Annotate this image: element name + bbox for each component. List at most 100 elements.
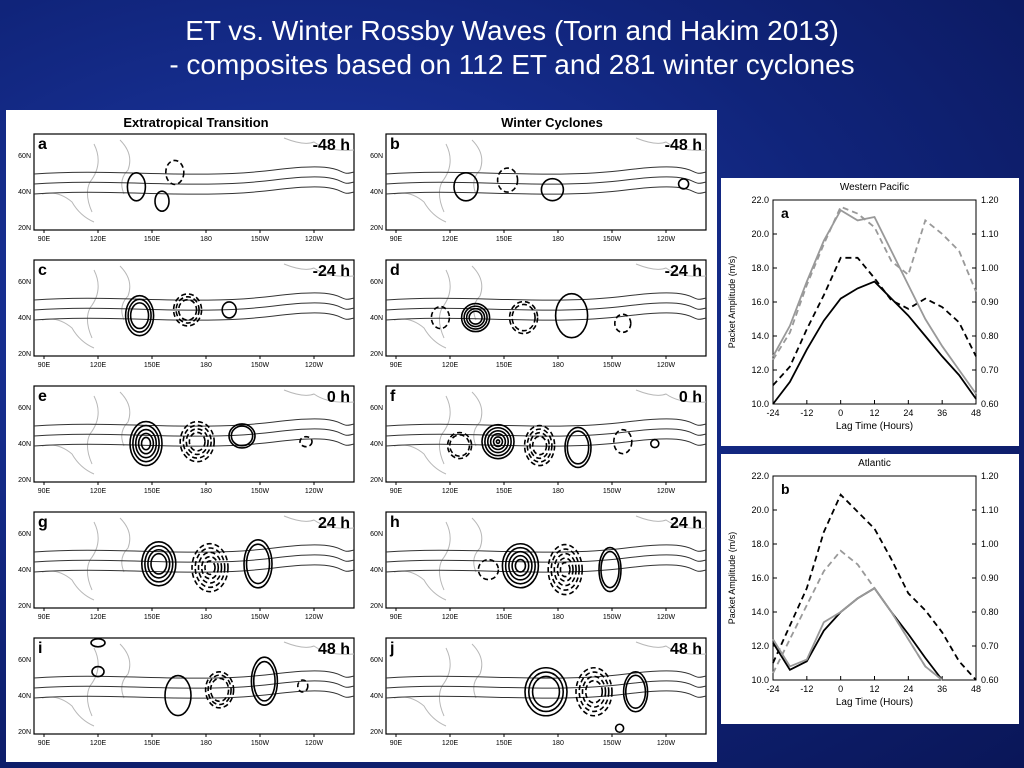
panel-lag-label: 24 h [670,515,702,532]
y-tick-label: 16.0 [751,297,769,307]
chart-panel-letter: a [781,205,789,221]
lon-tick-label: 150W [251,236,270,243]
plot-frame [772,475,977,681]
panel-letter: c [38,262,47,279]
jet-streamline [385,312,707,321]
lon-tick-label: 120E [442,236,459,243]
negative-contour [508,300,539,335]
y2-tick-label: 1.00 [981,263,999,273]
lat-tick-label: 40N [18,567,31,574]
jet-streamline [385,428,707,437]
y-axis-label: Packet Amplitude (m/s) [727,256,737,349]
positive-contour [554,292,589,339]
panel-lag-label: 0 h [679,389,702,406]
jet-streamline [385,302,707,311]
panel-letter: f [390,388,396,405]
lon-tick-label: 180 [200,488,212,495]
lat-tick-label: 20N [18,729,31,736]
map-panel-i: i 48 h 60N 40N 20N 90E 120E 150E 180 150W 120W [18,637,355,747]
y-tick-label: 14.0 [751,607,769,617]
x-tick-label: 12 [869,408,879,418]
lon-tick-label: 180 [200,362,212,369]
jet-streamline [33,564,355,573]
negative-contour [446,431,473,460]
panel-lag-label: 48 h [318,641,350,658]
map-panel-d: d -24 h 60N 40N 20N 90E 120E 150E 180 150W 120W [370,259,707,369]
lon-tick-label: 90E [390,488,403,495]
lon-tick-label: 150E [496,740,513,747]
jet-streamline [385,186,707,195]
x-tick-label: 36 [937,684,947,694]
lat-tick-label: 20N [370,477,383,484]
title-line-2: - composites based on 112 ET and 281 win… [169,49,855,80]
lon-tick-label: 120W [657,488,676,495]
negative-contour [296,679,309,693]
lon-tick-label: 150E [496,236,513,243]
negative-contour [165,159,185,186]
x-tick-label: 48 [971,684,981,694]
chart-b-svg: Atlantic b 10.0 12.0 14.0 16.0 18.0 20.0 22.0 0.6… [727,458,999,708]
y-tick-label: 18.0 [751,263,769,273]
chart-title: Atlantic [858,458,891,469]
negative-contour [612,428,633,455]
map-panel-b: b -48 h 60N 40N 20N 90E 120E 150E 180 150W 120W [370,133,707,243]
lon-tick-label: 120E [90,488,107,495]
positive-contour [486,429,510,454]
series-line-1 [772,280,977,405]
positive-contour [144,544,174,583]
lat-tick-label: 60N [370,153,383,160]
y-tick-label: 22.0 [751,195,769,205]
lon-tick-label: 150E [496,614,513,621]
map-frame [385,133,707,231]
positive-contour [492,436,504,448]
positive-contour [564,426,592,469]
map-panel-j: j 48 h 60N 40N 20N 90E 120E 150E 180 150W 120W [370,637,707,747]
lon-tick-label: 180 [200,740,212,747]
map-panel-g: g 24 h 60N 40N 20N 90E 120E 150E 180 150W 120W [18,511,355,621]
lon-tick-label: 120W [657,740,676,747]
lon-tick-label: 120W [657,362,676,369]
positive-contour [484,426,512,457]
positive-contour [141,541,177,587]
lon-tick-label: 120E [90,614,107,621]
x-tick-label: 0 [838,408,843,418]
panel-letter: e [38,388,47,405]
negative-contour [200,555,220,580]
lon-tick-label: 150E [144,740,161,747]
lon-tick-label: 120W [305,614,324,621]
positive-contour [221,301,237,319]
jet-streamline [33,186,355,195]
positive-contour [677,178,690,190]
negative-contour [207,674,232,706]
positive-contour [91,665,105,678]
x-tick-label: -12 [800,684,813,694]
jet-streamline [385,418,707,427]
positive-contour [228,423,256,449]
positive-contour [230,425,254,447]
y2-tick-label: 0.70 [981,641,999,651]
lat-tick-label: 60N [18,657,31,664]
negative-contour [191,542,229,593]
jet-streamline [33,312,355,321]
negative-contour [185,428,209,456]
lon-tick-label: 120E [90,362,107,369]
positive-contour [150,552,168,575]
negative-contour [197,551,223,584]
positive-contour [127,298,152,333]
lat-tick-label: 40N [18,441,31,448]
lon-tick-label: 120W [305,740,324,747]
positive-contour [514,558,527,573]
y-tick-label: 12.0 [751,365,769,375]
positive-contour [501,542,540,589]
positive-contour [252,660,276,702]
y2-tick-label: 0.70 [981,365,999,375]
composite-map-figure: Extratropical Transition Winter Cyclones… [6,110,717,762]
positive-contour [245,543,271,585]
panel-letter: g [38,514,48,531]
positive-contour [508,550,533,581]
lon-tick-label: 150E [144,236,161,243]
lon-tick-label: 90E [390,614,403,621]
y2-tick-label: 1.00 [981,539,999,549]
lon-tick-label: 120E [90,740,107,747]
negative-contour [556,557,574,582]
